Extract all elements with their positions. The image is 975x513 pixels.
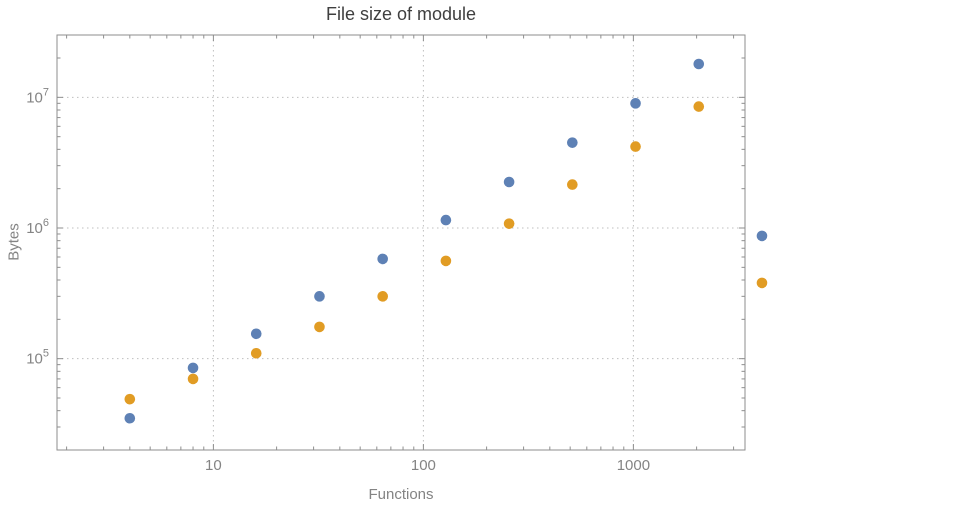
data-point	[124, 412, 136, 424]
data-point	[314, 321, 325, 333]
data-point	[377, 253, 388, 265]
y-tick-label: 105	[26, 348, 49, 368]
data-point	[124, 393, 136, 405]
tick-marks	[57, 35, 745, 450]
data-point	[630, 98, 641, 109]
data-point	[314, 291, 325, 302]
y-tick-label: 107	[26, 86, 49, 106]
data-point	[440, 214, 452, 226]
data-point	[250, 328, 262, 340]
x-axis-label: Functions	[368, 486, 434, 503]
blue-series	[124, 58, 768, 424]
data-point	[567, 179, 578, 190]
data-point	[756, 230, 768, 242]
data-point	[377, 291, 388, 302]
y-tick-label: 106	[26, 217, 49, 237]
data-point	[187, 362, 199, 374]
data-point	[756, 277, 768, 289]
data-point	[440, 255, 452, 267]
orange-series	[124, 101, 768, 405]
x-tick-label: 100	[411, 457, 436, 474]
x-tick-label: 10	[205, 457, 222, 474]
plot-frame	[56, 34, 746, 451]
data-point	[250, 347, 262, 359]
gridlines	[57, 35, 745, 450]
data-point	[693, 101, 705, 112]
data-point	[693, 58, 705, 70]
data-point	[503, 176, 515, 188]
data-point	[187, 373, 199, 385]
chart-title: File size of module	[325, 4, 477, 24]
data-point	[630, 141, 641, 152]
x-tick-label: 1000	[617, 457, 650, 474]
data-point	[567, 137, 578, 148]
data-point	[503, 218, 515, 229]
